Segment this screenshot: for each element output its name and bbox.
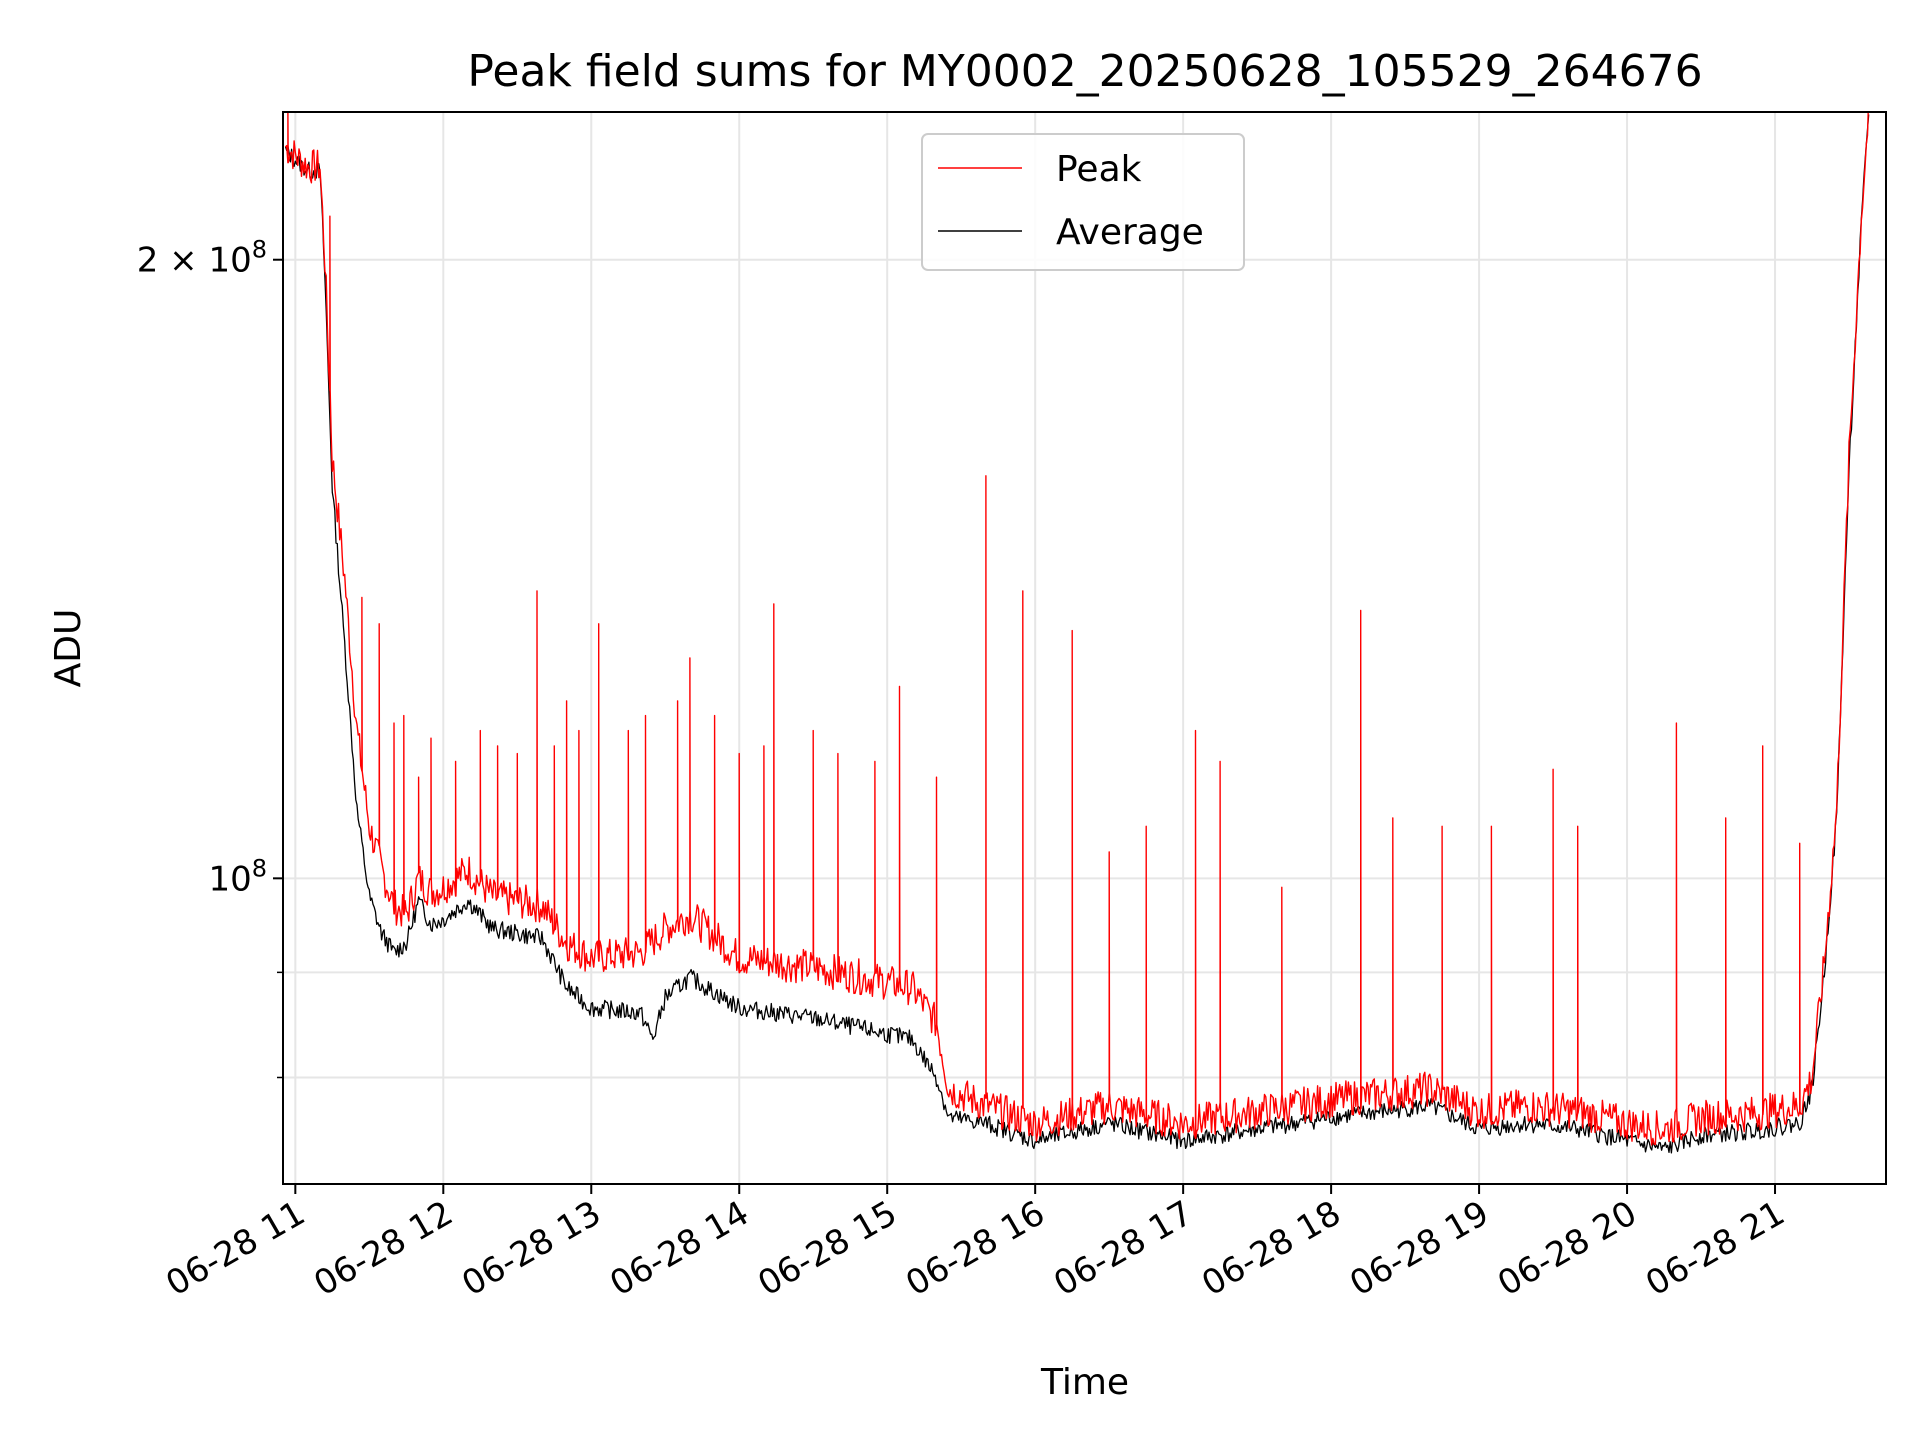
x-axis-label: Time — [1040, 1362, 1129, 1403]
legend: Peak Average — [921, 133, 1245, 271]
legend-label-average: Average — [1056, 212, 1204, 253]
y-tick-label: 108 — [208, 854, 267, 899]
y-axis-ticks: 108 2 × 108 — [137, 236, 283, 1079]
chart-title: Peak field sums for MY0002_20250628_1055… — [467, 46, 1702, 97]
series-line-average — [284, 114, 1870, 1154]
y-axis-label: ADU — [48, 609, 89, 688]
series-line-peak — [284, 112, 1869, 1146]
plot-frame — [282, 111, 1887, 1185]
y-tick-label: 2 × 108 — [137, 236, 267, 281]
legend-label-peak: Peak — [1056, 149, 1142, 190]
series-layer — [284, 112, 1870, 1154]
grid — [283, 112, 1886, 1184]
